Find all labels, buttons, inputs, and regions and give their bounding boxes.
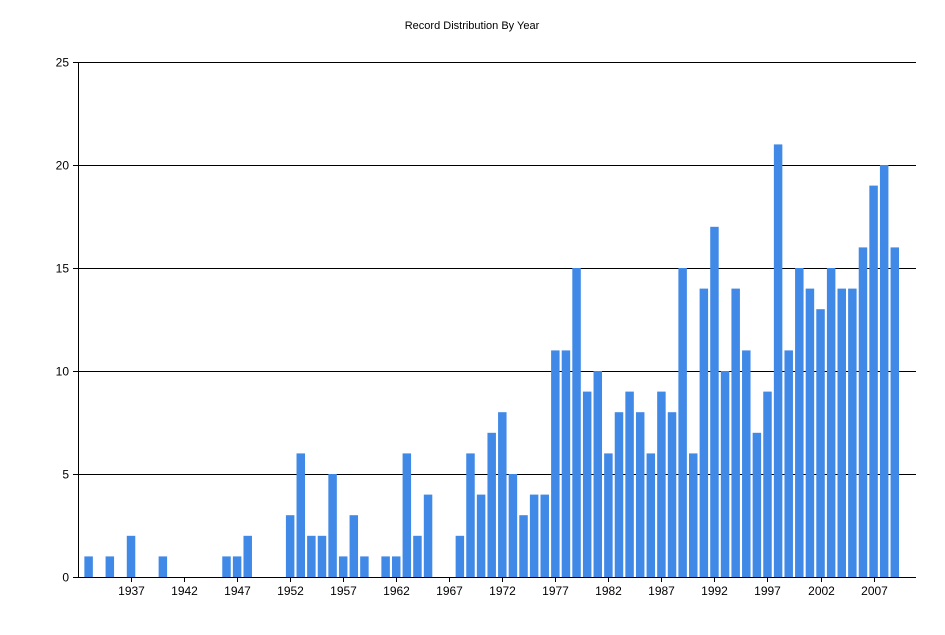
bar-2002 [816, 309, 825, 577]
bar-1956 [328, 474, 337, 577]
bar-1962 [391, 556, 401, 577]
bar-2006 [858, 247, 868, 577]
bar-1972 [498, 412, 507, 577]
x-tick-label: 1972 [489, 584, 516, 598]
x-tick-label: 1992 [701, 584, 728, 598]
bar-1958 [349, 515, 359, 577]
bar-1988 [667, 412, 677, 577]
x-tick-label: 1957 [330, 584, 357, 598]
bar-1952 [285, 515, 295, 577]
bar-1978 [561, 350, 571, 577]
bar-1940 [158, 556, 168, 577]
bar-1976 [540, 494, 549, 577]
bar-1968 [455, 535, 465, 577]
bar-1969 [466, 453, 475, 577]
x-tick-label: 1987 [648, 584, 675, 598]
bar-2001 [805, 288, 815, 577]
bar-1986 [646, 453, 656, 577]
bar-1965 [423, 494, 433, 577]
bar-1989 [678, 268, 687, 577]
bar-1954 [307, 535, 316, 577]
bar-1980 [582, 391, 592, 577]
bar-1977 [551, 350, 560, 577]
x-tick-label: 1942 [171, 584, 198, 598]
y-tick-label: 15 [56, 262, 70, 276]
x-tick-label: 2002 [808, 584, 835, 598]
bar-1990 [689, 453, 698, 577]
bar-1937 [126, 535, 136, 577]
y-tick-label: 0 [62, 571, 69, 585]
bar-1993 [720, 371, 730, 577]
bar-1985 [635, 412, 645, 577]
bar-2009 [890, 247, 900, 577]
bar-1981 [593, 371, 603, 577]
bar-1997 [763, 391, 772, 577]
y-tick-label: 25 [56, 56, 70, 70]
bar-1994 [731, 288, 740, 577]
x-tick-label: 1947 [224, 584, 251, 598]
bar-2003 [826, 268, 836, 577]
bar-1982 [604, 453, 613, 577]
bar-1953 [296, 453, 306, 577]
bar-1973 [508, 474, 518, 577]
bar-1979 [572, 268, 581, 577]
x-tick-label: 2007 [861, 584, 888, 598]
bar-1948 [243, 535, 252, 577]
x-tick-label: 1937 [118, 584, 145, 598]
x-axis-ticks: 1937 1942 1947 1952 1957 1962 1967 1972 1977 1982… [118, 577, 888, 598]
bar-1975 [529, 494, 539, 577]
x-tick-label: 1997 [754, 584, 781, 598]
bar-1999 [784, 350, 793, 577]
bar-1935 [105, 556, 115, 577]
y-tick-label: 20 [56, 159, 70, 173]
bar-1995 [742, 350, 751, 577]
y-tick-label: 5 [62, 468, 69, 482]
bar-2004 [837, 288, 846, 577]
bar-1946 [222, 556, 231, 577]
bar-1992 [710, 226, 719, 578]
bar-1959 [360, 556, 369, 577]
bar-1984 [625, 391, 634, 577]
bar-1974 [519, 515, 528, 577]
bar-1983 [614, 412, 624, 577]
bar-1998 [773, 144, 783, 577]
bar-2000 [795, 268, 804, 577]
bar-1987 [657, 391, 666, 577]
bar-1933 [84, 556, 93, 577]
x-tick-label: 1952 [277, 584, 304, 598]
bar-1991 [699, 288, 709, 577]
bar-1947 [232, 556, 242, 577]
bar-1970 [476, 494, 486, 577]
bar-2008 [879, 165, 889, 577]
bar-1955 [317, 535, 327, 577]
bar-1971 [487, 432, 496, 577]
x-tick-label: 1967 [436, 584, 463, 598]
x-tick-label: 1962 [383, 584, 410, 598]
bar-1996 [752, 432, 762, 577]
bars [84, 144, 900, 578]
y-tick-label: 10 [56, 365, 70, 379]
bar-1961 [381, 556, 390, 577]
chart-title: Record Distribution By Year [405, 20, 540, 32]
x-tick-label: 1982 [595, 584, 622, 598]
bar-2007 [869, 185, 878, 577]
x-tick-label: 1977 [542, 584, 569, 598]
bar-1963 [402, 453, 412, 577]
bar-2005 [848, 288, 857, 577]
bar-1964 [413, 535, 422, 577]
axes [78, 62, 916, 578]
y-axis-ticks: 0 5 10 15 20 25 [56, 56, 78, 585]
bar-1957 [338, 556, 348, 577]
